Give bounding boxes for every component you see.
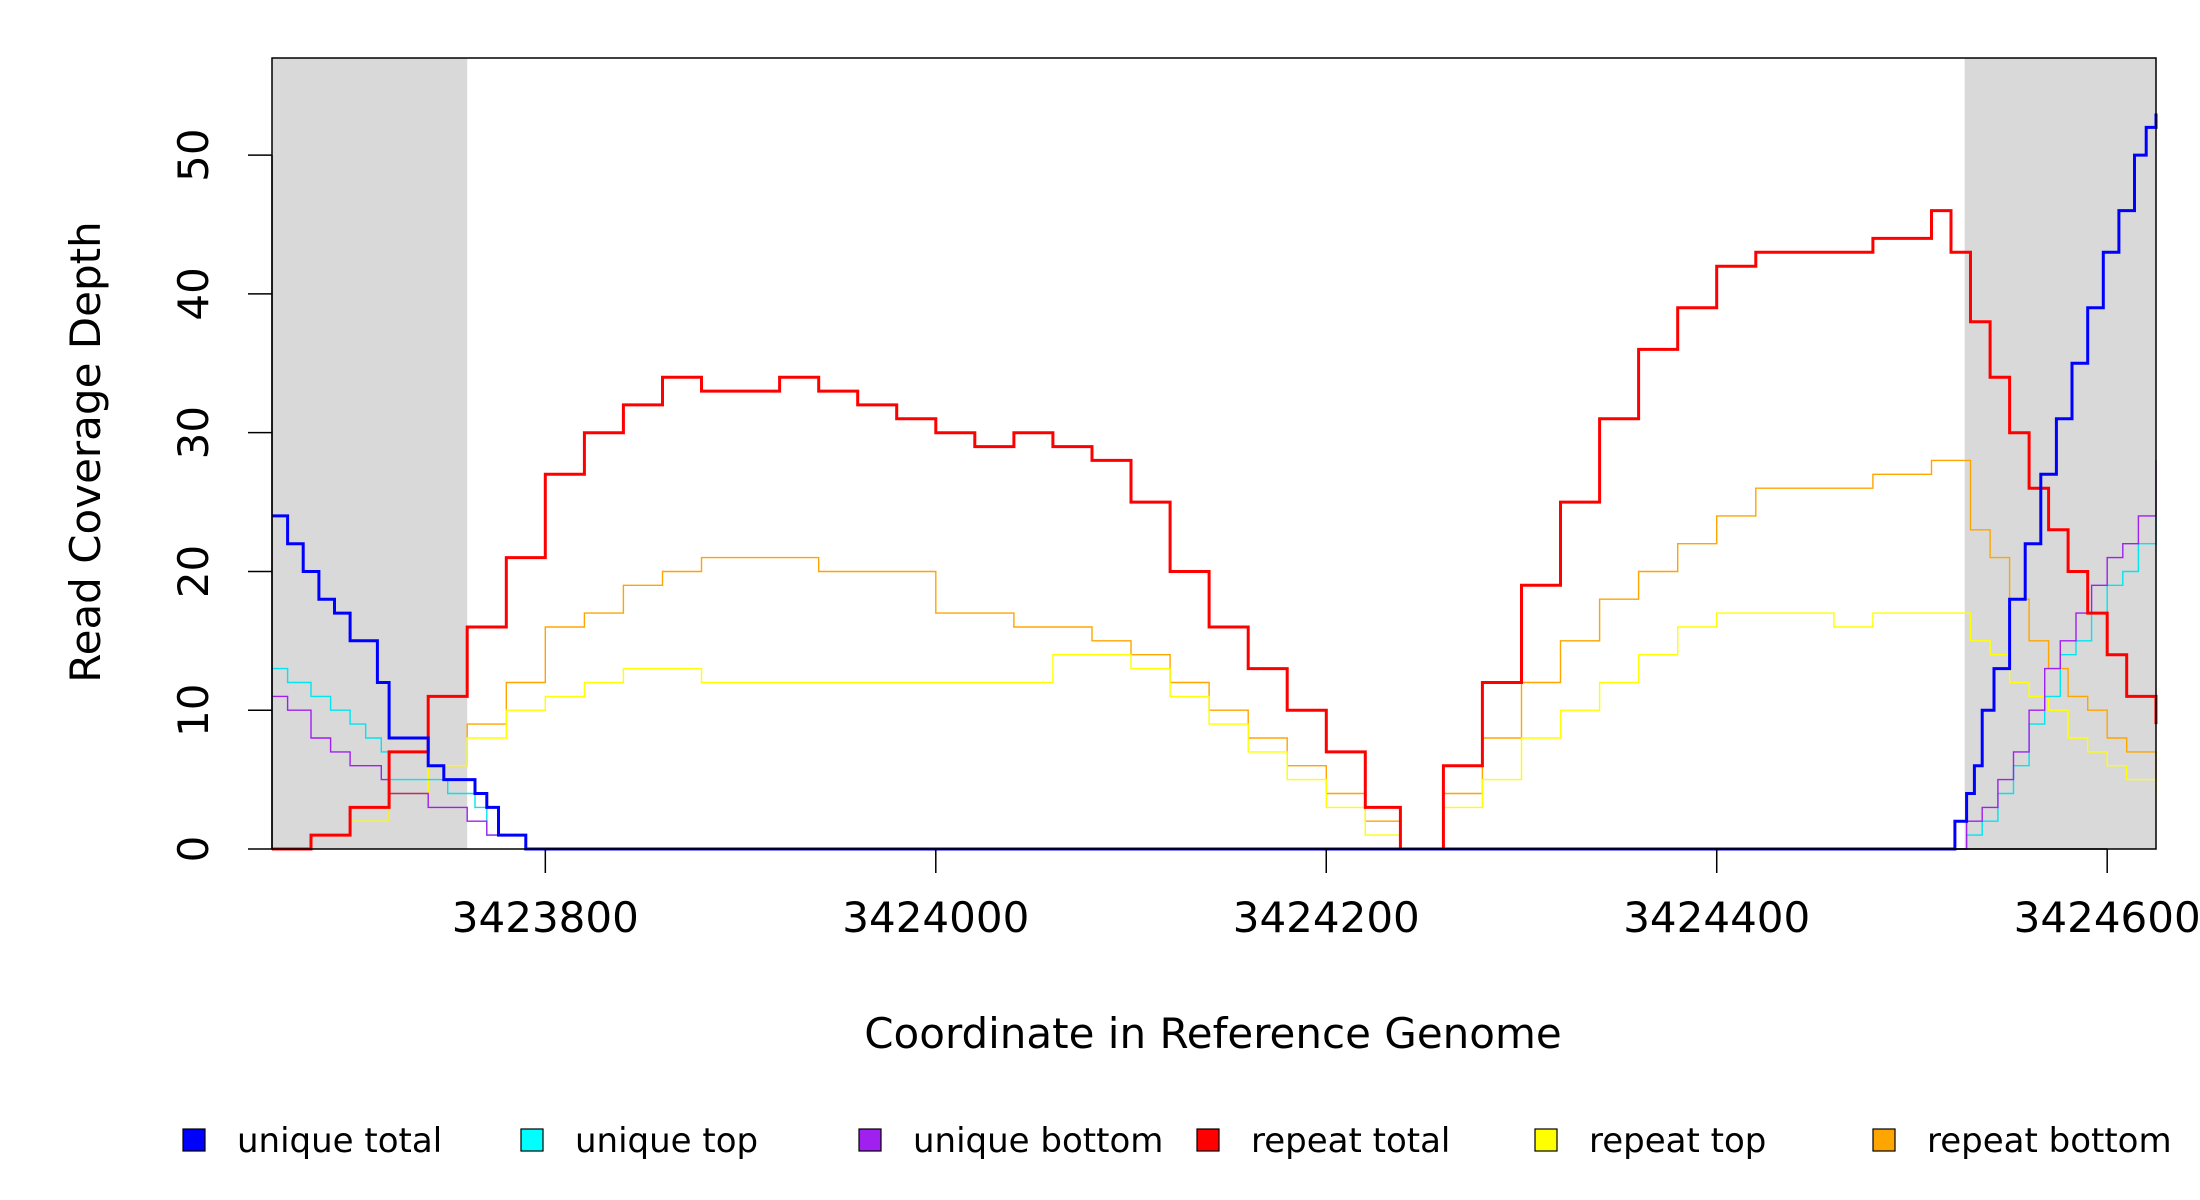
legend-swatch: [1872, 1128, 1896, 1152]
series-line-unique-bottom: [272, 460, 2157, 850]
x-tick-label: 3423800: [452, 893, 639, 942]
y-tick-label: 30: [169, 406, 218, 459]
series-lines: [272, 113, 2158, 851]
x-tick-label: 3424600: [2014, 893, 2200, 942]
legend-label: repeat top: [1589, 1121, 1766, 1161]
legend-item-unique-bottom: unique bottom: [858, 1121, 1163, 1161]
legend-label: unique bottom: [913, 1121, 1163, 1161]
x-axis-title: Coordinate in Reference Genome: [864, 1009, 1562, 1058]
y-axis-title: Read Coverage Depth: [61, 221, 110, 682]
legend-label: repeat bottom: [1927, 1121, 2172, 1161]
x-tick-label: 3424000: [842, 893, 1029, 942]
x-tick-label: 3424200: [1233, 893, 1420, 942]
y-tick-label: 50: [169, 128, 218, 181]
legend-label: unique total: [237, 1121, 442, 1161]
shaded-regions: [272, 58, 2156, 849]
legend-item-repeat-total: repeat total: [1196, 1121, 1450, 1161]
legend: unique total unique top unique bottom repea…: [182, 1121, 2172, 1161]
axes: 3423800 3424000 3424200 3424400 3424600 0 10 20…: [169, 128, 2200, 942]
legend-item-repeat-bottom: repeat bottom: [1872, 1121, 2172, 1161]
legend-swatch: [182, 1128, 206, 1152]
shaded-region-1: [272, 58, 468, 849]
legend-item-repeat-top: repeat top: [1534, 1121, 1766, 1161]
legend-label: repeat total: [1251, 1121, 1450, 1161]
y-tick-label: 40: [169, 267, 218, 320]
shaded-region-2: [1964, 58, 2156, 849]
y-tick-label: 10: [169, 684, 218, 737]
legend-swatch: [520, 1128, 544, 1152]
series-line-unique-top: [272, 515, 2157, 850]
legend-item-unique-total: unique total: [182, 1121, 442, 1161]
legend-item-unique-top: unique top: [520, 1121, 758, 1161]
legend-swatch: [858, 1128, 882, 1152]
series-line-repeat-total: [272, 209, 2158, 851]
y-tick-label: 0: [169, 836, 218, 863]
legend-swatch: [1534, 1128, 1558, 1152]
plot-frame: [271, 57, 2157, 850]
x-tick-label: 3424400: [1623, 893, 1810, 942]
y-tick-label: 20: [169, 545, 218, 598]
series-line-repeat-top: [272, 612, 2157, 850]
legend-label: unique top: [575, 1121, 758, 1161]
series-line-repeat-bottom: [272, 459, 2157, 850]
legend-swatch: [1196, 1128, 1220, 1152]
